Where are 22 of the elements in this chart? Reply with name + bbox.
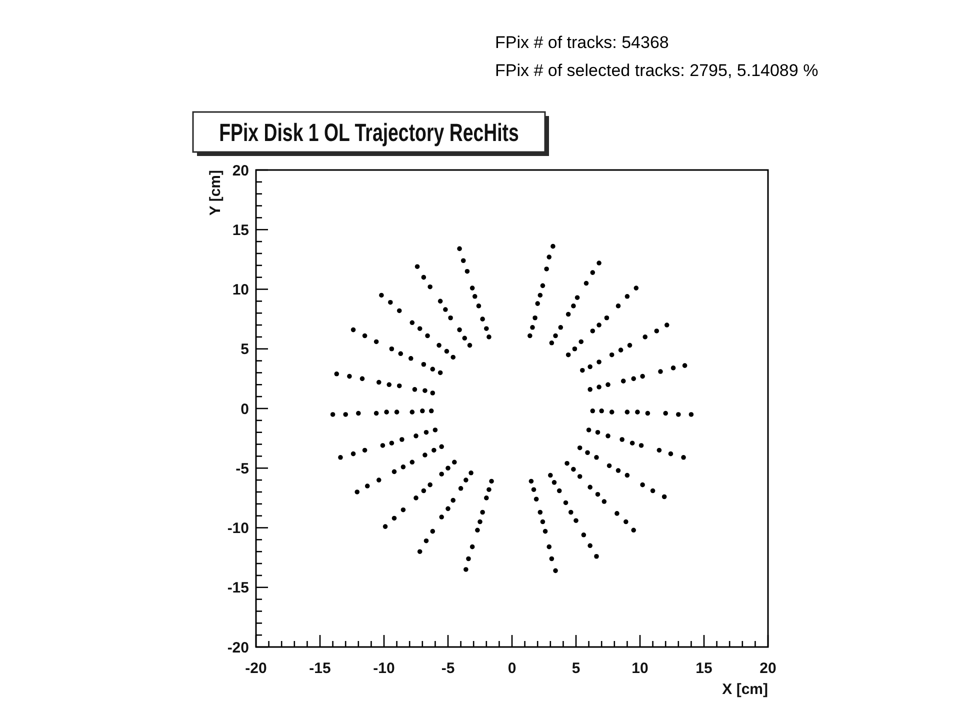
x-tick-label: 10: [632, 660, 648, 677]
y-tick-label: 0: [240, 400, 249, 418]
y-tick-label: 15: [232, 222, 249, 239]
x-tick-label: -15: [309, 660, 331, 677]
chart-title: FPix Disk 1 OL Trajectory RecHits: [219, 118, 519, 147]
y-tick-label: 5: [240, 341, 249, 358]
y-tick-label: -15: [227, 580, 249, 597]
x-tick-label: -10: [373, 660, 395, 677]
x-tick-label: 20: [760, 660, 776, 677]
x-tick-label: -5: [441, 660, 455, 677]
y-tick-label: -10: [227, 520, 249, 537]
y-tick-label: -20: [227, 639, 249, 656]
x-tick-label: 5: [572, 660, 580, 677]
y-tick-label: 10: [232, 282, 249, 298]
y-axis-title: Y [cm]: [207, 170, 224, 216]
x-axis-title: X [cm]: [722, 681, 768, 698]
x-tick-label: 15: [696, 660, 712, 677]
text: FPix # of tracks: 54368: [495, 33, 669, 52]
y-tick-label: 20: [232, 162, 249, 180]
x-tick-label: 0: [508, 660, 516, 677]
text: FPix # of selected tracks: 2795, 5.14089 %: [495, 61, 818, 80]
y-tick-label: -5: [236, 460, 249, 478]
